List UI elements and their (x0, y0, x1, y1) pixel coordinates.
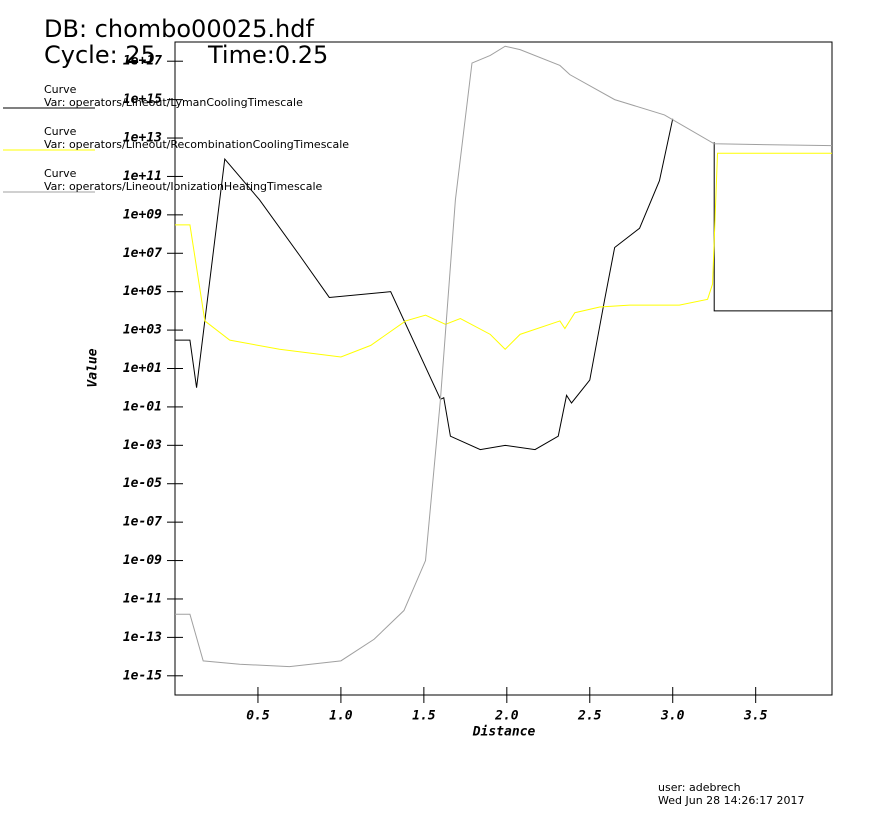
y-tick-label: 1e-05 (123, 476, 162, 491)
series-line (175, 45, 832, 668)
y-tick-label: 1e-13 (123, 630, 162, 645)
legend-label: Var: operators/Lineout/IonizationHeating… (44, 180, 323, 193)
y-tick-label: 1e-01 (123, 399, 162, 414)
x-tick-label: 2.0 (494, 709, 519, 724)
x-tick-label: 3.5 (743, 709, 768, 724)
y-tick-label: 1e-07 (123, 515, 162, 530)
x-axis-label: Distance (472, 725, 536, 740)
y-tick-label: 1e+05 (123, 284, 162, 299)
legend-heading: Curve (44, 167, 77, 180)
x-tick-label: 3.0 (660, 709, 685, 724)
y-tick-label: 1e+11 (123, 169, 162, 184)
y-tick-label: 1e-03 (123, 438, 162, 453)
y-tick-label: 1e+09 (123, 207, 162, 222)
y-tick-label: 1e-15 (123, 668, 162, 683)
y-tick-label: 1e+07 (123, 246, 162, 261)
plot-lines (175, 45, 832, 668)
chart-title: DB: chombo00025.hdf (44, 15, 314, 43)
time-label: Time:0.25 (207, 41, 328, 69)
y-tick-label: 1e+03 (123, 323, 162, 338)
series-line (175, 152, 832, 358)
y-tick-label: 1e-11 (123, 591, 162, 606)
footer-user: user: adebrech (658, 781, 741, 794)
y-tick-label: 1e+01 (123, 361, 162, 376)
y-tick-label: 1e+17 (123, 54, 162, 69)
legend-label: Var: operators/Lineout/RecombinationCool… (44, 138, 349, 151)
series-line (175, 118, 832, 451)
x-tick-label: 1.5 (412, 709, 436, 724)
x-tick-label: 0.5 (246, 709, 270, 724)
y-tick-label: 1e+15 (123, 92, 162, 107)
y-tick-label: 1e+13 (123, 131, 162, 146)
y-tick-label: 1e-09 (123, 553, 162, 568)
legend-heading: Curve (44, 125, 77, 138)
x-tick-label: 2.5 (577, 709, 602, 724)
legend-heading: Curve (44, 83, 77, 96)
legend-label: Var: operators/Lineout/LymanCoolingTimes… (44, 96, 303, 109)
y-axis-label: Value (86, 348, 101, 387)
footer-date: Wed Jun 28 14:26:17 2017 (658, 794, 805, 807)
x-tick-label: 1.0 (329, 709, 353, 724)
cycle-label: Cycle: 25 (44, 41, 156, 69)
